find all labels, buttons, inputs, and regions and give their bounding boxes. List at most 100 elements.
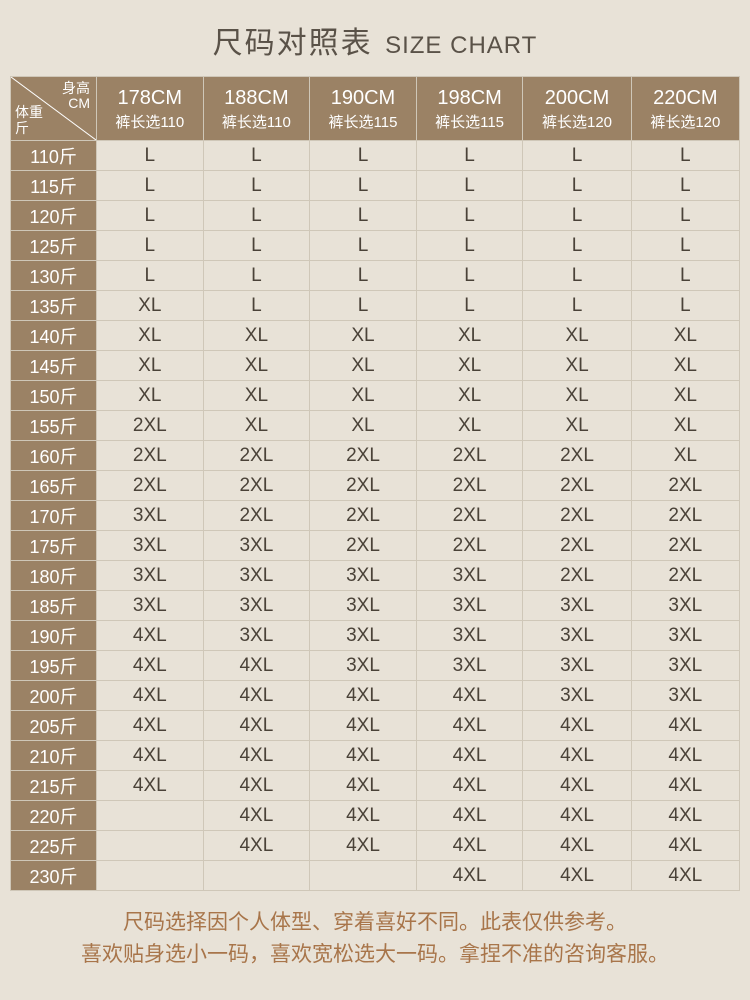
size-cell: 2XL	[523, 471, 631, 501]
footer-line-1: 尺码选择因个人体型、穿着喜好不同。此表仅供参考。	[20, 907, 730, 939]
size-cell: 2XL	[523, 531, 631, 561]
size-cell: XL	[631, 351, 739, 381]
size-cell: L	[523, 291, 631, 321]
size-cell	[203, 861, 310, 891]
size-cell: L	[310, 291, 417, 321]
row-weight: 140斤	[11, 321, 97, 351]
column-pants: 裤长选120	[523, 113, 630, 133]
size-cell: L	[310, 201, 417, 231]
table-row: 135斤XLLLLLL	[11, 291, 740, 321]
column-pants: 裤长选115	[417, 113, 523, 133]
table-row: 110斤LLLLLL	[11, 141, 740, 171]
column-header: 200CM 裤长选120	[523, 77, 631, 141]
size-cell: 3XL	[310, 561, 417, 591]
row-weight: 200斤	[11, 681, 97, 711]
row-weight: 230斤	[11, 861, 97, 891]
size-cell: 3XL	[631, 651, 739, 681]
size-cell: L	[523, 141, 631, 171]
size-cell: XL	[97, 291, 204, 321]
size-cell: L	[97, 201, 204, 231]
size-cell: 4XL	[203, 801, 310, 831]
table-row: 165斤2XL2XL2XL2XL2XL2XL	[11, 471, 740, 501]
size-cell: 2XL	[523, 441, 631, 471]
size-cell: L	[416, 261, 523, 291]
row-weight: 220斤	[11, 801, 97, 831]
size-cell: 4XL	[416, 741, 523, 771]
size-cell: XL	[523, 381, 631, 411]
row-weight: 225斤	[11, 831, 97, 861]
size-cell: 4XL	[523, 711, 631, 741]
size-cell: 3XL	[416, 591, 523, 621]
column-header: 190CM裤长选115	[310, 77, 417, 141]
size-cell: 4XL	[416, 831, 523, 861]
size-cell: 4XL	[416, 771, 523, 801]
row-weight: 135斤	[11, 291, 97, 321]
column-height: 178CM	[118, 87, 182, 109]
size-cell: XL	[523, 411, 631, 441]
corner-cell: 身高 CM 体重 斤	[11, 77, 97, 141]
size-cell: L	[416, 171, 523, 201]
size-cell: L	[203, 171, 310, 201]
size-cell: 2XL	[523, 561, 631, 591]
size-cell: 4XL	[416, 861, 523, 891]
title-cn: 尺码对照表	[213, 27, 373, 60]
size-cell: 4XL	[310, 801, 417, 831]
size-cell: XL	[310, 351, 417, 381]
table-row: 115斤LLLLLL	[11, 171, 740, 201]
row-weight: 210斤	[11, 741, 97, 771]
footer-line-2: 喜欢贴身选小一码，喜欢宽松选大一码。拿捏不准的咨询客服。	[20, 939, 730, 971]
size-cell: 3XL	[631, 681, 739, 711]
size-cell: L	[631, 201, 739, 231]
size-cell: 3XL	[97, 531, 204, 561]
size-cell: 2XL	[97, 441, 204, 471]
table-row: 180斤3XL3XL3XL3XL2XL2XL	[11, 561, 740, 591]
size-cell: 4XL	[310, 741, 417, 771]
table-row: 125斤LLLLLL	[11, 231, 740, 261]
table-body: 110斤LLLLLL115斤LLLLLL120斤LLLLLL125斤LLLLLL…	[11, 141, 740, 891]
size-cell: 4XL	[416, 801, 523, 831]
size-cell: 3XL	[310, 591, 417, 621]
size-cell: 2XL	[203, 501, 310, 531]
row-weight: 170斤	[11, 501, 97, 531]
title-en: SIZE CHART	[385, 32, 537, 59]
size-cell: L	[631, 171, 739, 201]
column-pants: 裤长选110	[204, 113, 310, 133]
size-cell: XL	[97, 351, 204, 381]
size-cell: L	[631, 141, 739, 171]
row-weight: 130斤	[11, 261, 97, 291]
size-cell: L	[631, 231, 739, 261]
size-cell: L	[203, 261, 310, 291]
size-cell: 2XL	[416, 531, 523, 561]
size-cell: XL	[631, 411, 739, 441]
size-cell: 2XL	[631, 471, 739, 501]
size-cell: 4XL	[631, 861, 739, 891]
size-cell	[97, 801, 204, 831]
size-cell: XL	[416, 381, 523, 411]
size-cell: L	[203, 291, 310, 321]
size-cell: 2XL	[310, 441, 417, 471]
size-cell: 4XL	[416, 711, 523, 741]
size-cell: 4XL	[203, 831, 310, 861]
header-row: 身高 CM 体重 斤 178CM裤长选110188CM裤长选110190CM裤长…	[11, 77, 740, 141]
row-weight: 190斤	[11, 621, 97, 651]
size-cell: L	[416, 201, 523, 231]
size-cell: 2XL	[416, 441, 523, 471]
size-cell	[97, 861, 204, 891]
size-cell: XL	[310, 411, 417, 441]
size-cell	[310, 861, 417, 891]
size-cell: 4XL	[631, 741, 739, 771]
size-cell: 4XL	[631, 711, 739, 741]
column-height: 200CM	[545, 87, 609, 109]
size-cell: L	[310, 231, 417, 261]
footer-note: 尺码选择因个人体型、穿着喜好不同。此表仅供参考。 喜欢贴身选小一码，喜欢宽松选大…	[0, 891, 750, 970]
table-row: 150斤XLXLXLXLXLXL	[11, 381, 740, 411]
row-weight: 180斤	[11, 561, 97, 591]
size-cell: 4XL	[97, 741, 204, 771]
size-cell: L	[523, 261, 631, 291]
size-cell: 2XL	[631, 501, 739, 531]
size-cell: L	[416, 141, 523, 171]
size-cell: L	[523, 171, 631, 201]
size-cell: XL	[203, 411, 310, 441]
size-cell: 3XL	[97, 561, 204, 591]
size-cell: L	[203, 231, 310, 261]
